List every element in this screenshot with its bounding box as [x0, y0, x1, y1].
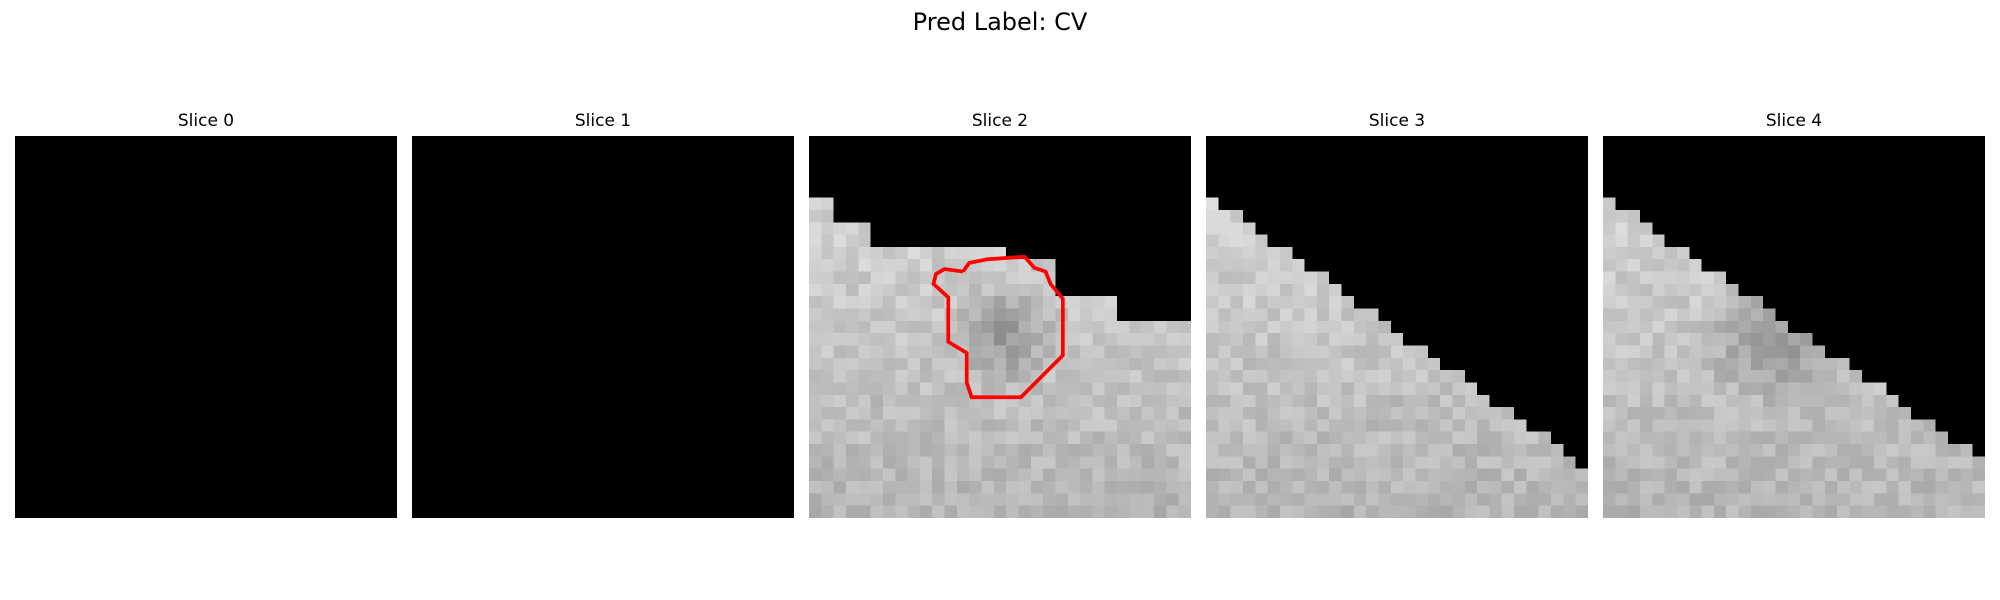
slice-title-3: Slice 3 — [1368, 111, 1426, 131]
slice-image-4 — [1603, 136, 1985, 518]
slice-image-2 — [809, 136, 1191, 518]
slice-image-1 — [412, 136, 794, 518]
slice-image-0 — [15, 136, 397, 518]
slice-panel-0: Slice 0 — [15, 110, 397, 518]
slice-panel-4: Slice 4 — [1603, 110, 1985, 518]
slice-image-3 — [1206, 136, 1588, 518]
slice-panel-2: Slice 2 — [809, 110, 1191, 518]
slice-title-0: Slice 0 — [177, 111, 235, 131]
figure-title: Pred Label: CV — [912, 8, 1088, 36]
lesion-contour — [931, 254, 1065, 400]
slice-panel-1: Slice 1 — [412, 110, 794, 518]
slice-title-2: Slice 2 — [971, 111, 1029, 131]
slice-title-1: Slice 1 — [574, 111, 632, 131]
slice-title-4: Slice 4 — [1765, 111, 1823, 131]
slice-panel-3: Slice 3 — [1206, 110, 1588, 518]
